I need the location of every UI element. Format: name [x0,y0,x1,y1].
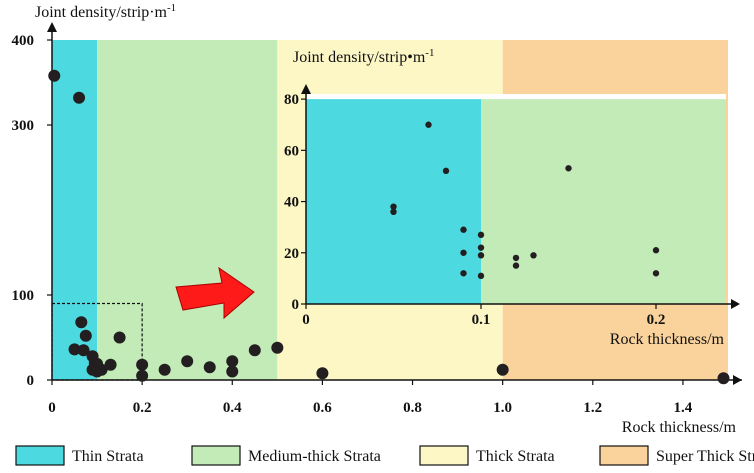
main-data-point [48,69,61,82]
main-x-axis-arrowhead [733,375,742,385]
main-data-point [226,365,239,378]
main-x-tick-label: 0.2 [133,400,152,416]
legend-swatch [191,445,241,466]
inset-data-point [477,231,485,239]
zoom-arrow-icon [175,266,255,320]
inset-y-tick-label: 0 [292,297,300,313]
main-x-tick-label: 0.4 [223,400,242,416]
inset-data-point [460,226,467,233]
inset-data-point [477,252,485,259]
main-band-thin-strata [52,40,98,380]
main-data-point [77,344,90,357]
main-y-tick-label: 0 [27,373,35,389]
inset-x-tick-label: 0 [302,312,310,328]
main-data-point [73,91,86,104]
legend-label: Thick Strata [476,448,555,465]
main-data-point [181,355,194,368]
main-data-point [158,363,171,376]
inset-data-point [442,167,450,175]
inset-y-axis-title-exponent: -1 [425,47,434,59]
main-data-point [113,331,126,344]
inset-x-axis-title: Rock thickness/m [610,331,725,348]
main-data-point [271,341,284,354]
main-y-tick-label: 300 [12,118,35,134]
main-x-tick-label: 0 [48,400,56,416]
main-x-axis-title: Rock thickness/m [622,419,737,436]
main-y-tick-label: 100 [12,288,35,304]
inset-y-tick-label: 60 [284,143,299,159]
main-data-point [316,367,329,380]
inset-data-point [512,262,520,269]
inset-data-point [652,270,660,277]
main-data-point [717,372,730,385]
main-data-point [95,363,108,376]
main-y-axis-arrowhead [47,22,57,32]
main-x-tick-label: 0.6 [313,400,332,416]
main-data-point [75,316,88,329]
legend-label: Thin Strata [72,448,144,465]
main-x-tick-label: 0.8 [403,400,422,416]
legend-label: Super Thick Strata [656,448,754,465]
inset-y-tick-label: 20 [284,246,299,262]
main-y-tick-label: 400 [12,33,35,49]
legend-label: Medium-thick Strata [248,448,381,465]
legend-swatch [419,445,469,466]
main-data-point [136,369,149,382]
inset-data-point [512,254,520,262]
main-data-point [136,358,149,371]
main-x-tick-label: 1.2 [583,400,602,416]
inset-y-axis-arrowhead [301,84,311,94]
legend-swatch [15,445,65,466]
main-data-point [203,361,216,374]
main-x-tick-label: 1.0 [493,400,512,416]
main-x-tick-label: 1.4 [674,400,693,416]
inset-y-tick-label: 40 [284,195,299,211]
inset-band-thin-strata [306,99,481,304]
inset-data-point [390,203,397,210]
inset-data-point [425,121,432,128]
main-y-axis-title: Joint density/strip·m-1 [35,2,176,21]
main-data-point [68,343,81,356]
inset-data-point [652,247,660,254]
inset-x-axis-arrowhead [731,299,740,309]
inset-data-point [460,270,467,277]
inset-y-axis-title: Joint density/strip•m-1 [293,47,434,66]
inset-y-tick-label: 80 [284,92,299,108]
inset-data-point [530,252,537,259]
main-data-point [496,363,509,376]
main-data-point [104,358,117,371]
inset-data-point [460,249,467,256]
inset-x-tick-label: 0.1 [472,312,491,328]
inset-x-tick-label: 0.2 [647,312,666,328]
main-data-point [79,329,92,342]
legend-swatch [599,445,649,466]
inset-data-point [565,165,572,172]
main-band-medium-thick-strata [97,40,278,380]
inset-data-point [477,244,485,251]
main-data-point [248,344,261,357]
main-data-point [226,355,239,368]
inset-data-point [390,208,397,216]
inset-data-point [477,272,485,280]
main-y-axis-title-exponent: -1 [167,2,176,14]
inset-band-medium-thick-strata [481,99,726,304]
